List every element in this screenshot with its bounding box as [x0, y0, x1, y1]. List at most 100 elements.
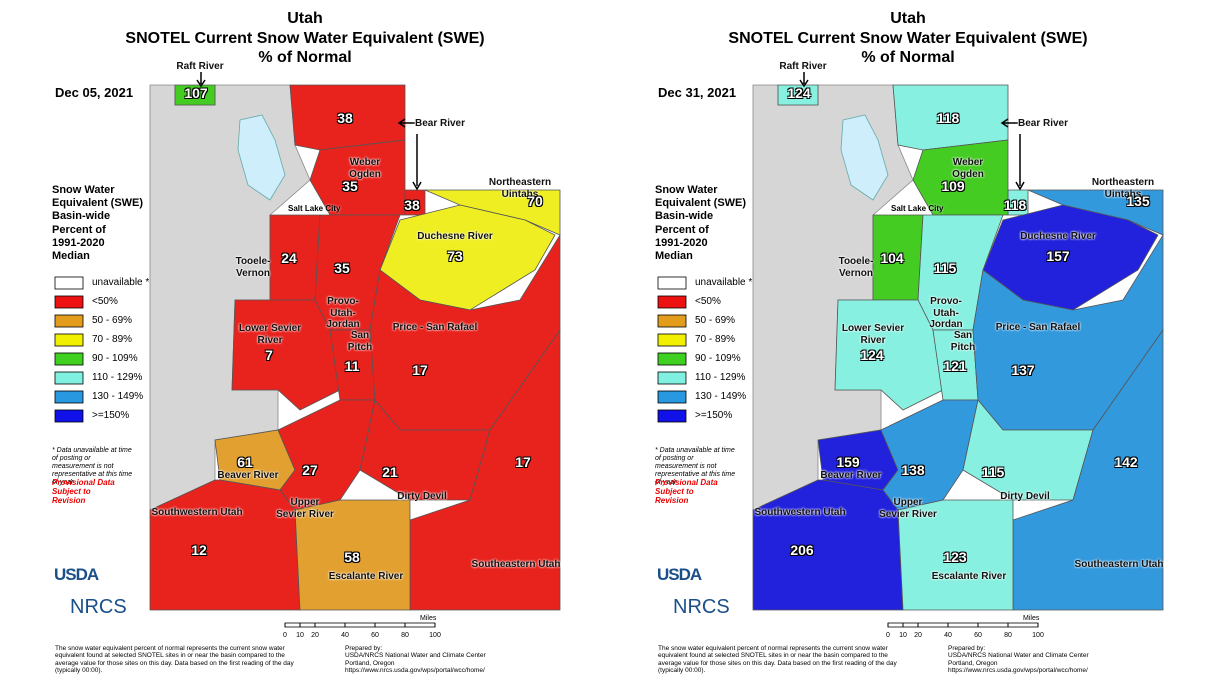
basin-value: 115	[981, 463, 1005, 480]
legend-title: Snow Water Equivalent (SWE) Basin-wide P…	[52, 184, 144, 262]
basin-name: Lower Sevier River	[841, 323, 905, 346]
basin-name: Upper Sevier River	[879, 497, 937, 520]
footer-note: The snow water equivalent percent of nor…	[55, 645, 294, 675]
legend-title: Snow Water Equivalent (SWE) Basin-wide P…	[655, 184, 747, 262]
city: Salt Lake City	[891, 204, 944, 213]
lake	[237, 114, 286, 201]
scale-bar	[284, 622, 436, 628]
usda-logo: USDA	[657, 565, 702, 584]
map: 0 10 20 40 60 80 100 Miles	[657, 72, 1164, 639]
legend-swatch	[54, 390, 84, 404]
basin-name: Weber Ogden	[952, 157, 984, 180]
subtitle-2: % of Normal	[861, 49, 955, 66]
basin-name: Price - San Rafael	[995, 322, 1081, 333]
scale-bar	[887, 622, 1039, 628]
legend-label: unavailable *	[695, 277, 753, 288]
basin-value: 142	[1114, 453, 1138, 470]
basin	[294, 499, 411, 611]
legend-swatch	[657, 390, 687, 404]
subtitle: SNOTEL Current Snow Water Equivalent (SW…	[728, 30, 1088, 47]
basin	[752, 479, 904, 611]
prepared-by: Prepared by: USDA/NRCS National Water an…	[345, 645, 486, 675]
basin-name: Raft River	[176, 61, 224, 72]
legend-note: * Data unavailable at time of posting or…	[52, 447, 133, 487]
basin	[231, 299, 341, 411]
basin-name: Dirty Devil	[397, 491, 447, 502]
basin-name: Escalante River	[328, 571, 404, 582]
basin-value: 206	[790, 541, 814, 558]
basin-name: Southeastern Utah	[1074, 559, 1164, 570]
legend-swatch	[54, 295, 84, 309]
legend-swatch	[54, 276, 84, 290]
legend-label: 50 - 69%	[92, 315, 133, 326]
basin-name: Price - San Rafael	[392, 322, 478, 333]
legend-swatch	[657, 352, 687, 366]
legend-swatch	[657, 371, 687, 385]
map-panel: 0 10 20 40 60 80 100 Miles Utah SNOTEL Current Sn…	[603, 0, 1217, 691]
scale-label: 100	[429, 632, 441, 639]
basin-name: Bear River	[1017, 118, 1069, 129]
scale-label: 80	[401, 632, 409, 639]
arrow	[799, 72, 1025, 191]
basin-name: Raft River	[779, 61, 827, 72]
basin-name: Tooele- Vernon	[235, 256, 271, 279]
basin-value: 58	[344, 548, 360, 565]
legend-label: <50%	[695, 296, 721, 307]
legend-label: <50%	[92, 296, 118, 307]
map: 0 10 20 40 60 80 100 Miles	[54, 72, 561, 639]
basin-name: Southeastern Utah	[471, 559, 561, 570]
usda-logo: USDA	[54, 565, 99, 584]
basin-name: Northeastern Uintahs	[1091, 177, 1155, 200]
legend-swatch	[657, 295, 687, 309]
scale-label: 10	[899, 632, 907, 639]
basin-value: 17	[515, 453, 531, 470]
legend-label: 50 - 69%	[695, 315, 736, 326]
basin-name: Provo- Utah- Jordan	[326, 296, 360, 330]
legend-swatch	[657, 409, 687, 423]
basin-value: 137	[1011, 361, 1035, 378]
scale-label: 40	[341, 632, 349, 639]
basin	[277, 399, 376, 511]
legend-label: 110 - 129%	[695, 372, 746, 383]
map-panel: 0 10 20 40 60 80 100 Miles Utah SNOTEL Current Sn…	[52, 10, 561, 675]
basin-value: 73	[447, 247, 463, 264]
date: Dec 31, 2021	[658, 85, 737, 100]
legend-label: 110 - 129%	[92, 372, 143, 383]
legend-label: 70 - 89%	[695, 334, 736, 345]
basin-value: 157	[1046, 247, 1070, 264]
basin-name: Escalante River	[931, 571, 1007, 582]
basin-value: 7	[265, 346, 273, 363]
basin-value: 38	[337, 109, 353, 126]
basin-name: Weber Ogden	[349, 157, 381, 180]
basin-name: Provo- Utah- Jordan	[929, 296, 963, 330]
scale-label: 80	[1004, 632, 1012, 639]
basin-name: Duchesne River	[1020, 231, 1096, 242]
basin-value: 135	[1126, 192, 1150, 209]
legend-swatch	[54, 352, 84, 366]
basin	[834, 299, 944, 411]
basin-value: 107	[184, 84, 208, 101]
basin-value: 124	[787, 84, 811, 101]
legend-label: 130 - 149%	[92, 391, 144, 402]
basin-name: San Pitch	[347, 330, 373, 353]
basin-name: Bear River	[414, 118, 466, 129]
scale-label: 20	[914, 632, 922, 639]
prepared-by: Prepared by: USDA/NRCS National Water an…	[948, 645, 1089, 675]
legend-label: 130 - 149%	[695, 391, 747, 402]
basin-value: 17	[412, 361, 428, 378]
basin-name: Southwestern Utah	[151, 507, 243, 518]
arrow	[196, 72, 422, 191]
subtitle-2: % of Normal	[258, 49, 352, 66]
scale-label: 10	[296, 632, 304, 639]
basin-value: 27	[302, 461, 318, 478]
legend-swatch	[54, 314, 84, 328]
basin-value: 21	[382, 463, 398, 480]
legend-label: 90 - 109%	[695, 353, 741, 364]
legend-label: 90 - 109%	[92, 353, 138, 364]
legend-swatch	[657, 314, 687, 328]
scale-label: 100	[1032, 632, 1044, 639]
scale-label: 40	[944, 632, 952, 639]
basin-value: 118	[1003, 196, 1027, 213]
scale-unit: Miles	[420, 615, 437, 622]
basin-value: 61	[237, 453, 253, 470]
